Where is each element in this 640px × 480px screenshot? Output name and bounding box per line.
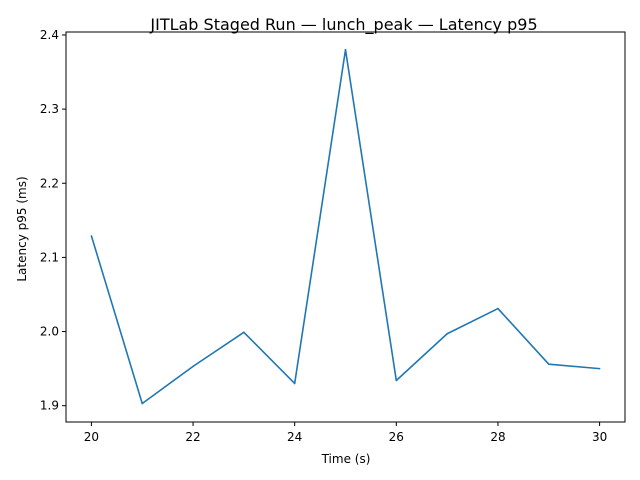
y-tick-label: 2.1 bbox=[40, 250, 59, 264]
data-point bbox=[598, 367, 601, 370]
y-axis-ticks: 1.9 2.0 2.1 2.2 2.3 2.4 bbox=[40, 28, 66, 413]
y-tick-label: 2.3 bbox=[40, 102, 59, 116]
data-point bbox=[344, 48, 347, 51]
data-point bbox=[497, 307, 499, 310]
x-tick-label: 24 bbox=[287, 430, 302, 444]
x-axis-label: Time (s) bbox=[321, 452, 371, 466]
data-point bbox=[90, 235, 93, 237]
data-point bbox=[192, 365, 194, 368]
y-tick-label: 2.2 bbox=[40, 176, 59, 190]
x-tick-label: 30 bbox=[592, 430, 607, 444]
data-point bbox=[446, 332, 448, 335]
x-tick-label: 20 bbox=[84, 430, 99, 444]
data-point bbox=[243, 331, 245, 334]
data-point bbox=[293, 382, 296, 385]
chart-title: JITLab Staged Run — lunch_peak — Latency… bbox=[149, 15, 537, 35]
series-line bbox=[90, 48, 600, 405]
data-point bbox=[141, 402, 144, 405]
x-tick-label: 28 bbox=[490, 430, 505, 444]
data-point bbox=[395, 379, 398, 382]
plot-area bbox=[90, 48, 601, 405]
y-axis-label: Latency p95 (ms) bbox=[15, 176, 29, 281]
x-axis-ticks: 20 22 24 26 28 30 bbox=[84, 422, 607, 444]
data-point bbox=[547, 363, 550, 365]
y-tick-label: 2.4 bbox=[40, 28, 59, 42]
x-tick-label: 22 bbox=[185, 430, 200, 444]
x-tick-label: 26 bbox=[389, 430, 404, 444]
axes-frame bbox=[65, 31, 626, 423]
y-tick-label: 2.0 bbox=[40, 325, 59, 339]
y-tick-label: 1.9 bbox=[40, 399, 59, 413]
